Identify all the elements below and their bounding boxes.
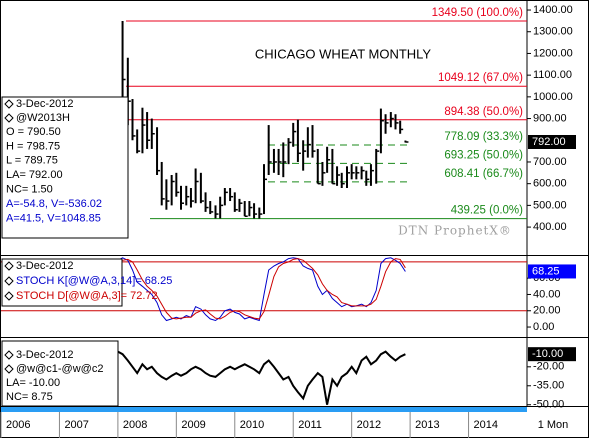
last-value-label: 68.25 — [532, 265, 560, 277]
level-label: 439.25 (0.0%) — [451, 205, 523, 217]
level-label: 693.25 (50.0%) — [444, 149, 523, 161]
legend-icon — [4, 291, 14, 301]
last-value-box — [528, 264, 576, 279]
legend-series: STOCH K[@W@A,3,14]= 68.25 — [16, 275, 172, 287]
y-tick-label: -35.00 — [533, 380, 564, 392]
level-label: 608.41 (66.7%) — [444, 168, 523, 180]
plot — [98, 350, 406, 405]
legend-note: H = 798.75 — [6, 140, 60, 152]
x-tick-label: 2013 — [415, 419, 439, 431]
time-strip — [1, 407, 527, 412]
level-label: 1349.50 (100.0%) — [432, 7, 524, 19]
x-tick-label: 2009 — [181, 419, 205, 431]
legend-note: A=-54.8, V=-536.02 — [6, 198, 102, 210]
y-tick-label: 1300.00 — [533, 26, 573, 38]
legend-note: LA= 792.00 — [6, 169, 63, 181]
legend-note: NC= 8.75 — [6, 391, 53, 403]
legend-date: 3-Dec-2012 — [16, 260, 73, 272]
legend-icon — [4, 276, 14, 286]
y-tick-label: 600.00 — [533, 178, 567, 190]
y-tick-label: 900.00 — [533, 112, 567, 124]
level-label: 778.09 (33.3%) — [444, 131, 523, 143]
legend-icon — [4, 364, 14, 374]
y-tick-label: -20.00 — [533, 361, 564, 373]
legend-icon — [4, 99, 14, 109]
level-label: 894.38 (50.0%) — [444, 106, 523, 118]
legend-symbol: @W2013H — [16, 112, 70, 124]
chart-title: CHICAGO WHEAT MONTHLY — [255, 46, 432, 61]
y-tick-label: 40.00 — [533, 288, 561, 300]
x-tick-label: 2008 — [123, 419, 147, 431]
plot — [97, 20, 409, 219]
series-line — [98, 350, 406, 405]
y-tick-label: -50.00 — [533, 399, 564, 411]
y-tick-label: 1100.00 — [533, 69, 572, 81]
last-value-box — [528, 347, 576, 362]
x-tick-label: 2011 — [298, 419, 322, 431]
legend-note: O = 790.50 — [6, 126, 61, 138]
y-tick-label: 700.00 — [533, 156, 567, 168]
legend-icon — [4, 350, 14, 360]
interval-label: 1 Mon — [538, 419, 569, 431]
last-value-box — [528, 135, 576, 149]
last-value-label: -10.00 — [532, 348, 563, 360]
legend-series: @w@c1-@w@c2 — [16, 363, 103, 375]
legend-icon — [4, 261, 14, 271]
legend-note: LA= -10.00 — [6, 377, 60, 389]
y-tick-label: 1200.00 — [533, 47, 573, 59]
series-line — [98, 258, 406, 320]
legend-icon — [4, 113, 14, 123]
legend-series: STOCH D[@W@A,3]= 72.72 — [16, 290, 158, 302]
level-label: 1049.12 (67.0%) — [438, 72, 523, 84]
watermark: DTN ProphetX® — [398, 224, 512, 238]
y-tick-label: 0.00 — [533, 321, 554, 333]
legend-note: A=41.5, V=1048.85 — [6, 212, 101, 224]
y-tick-label: 1400.00 — [533, 4, 573, 16]
legend-box — [1, 258, 123, 307]
y-tick-label: 400.00 — [533, 221, 567, 233]
last-value-label: 792.00 — [532, 136, 566, 148]
legend-date: 3-Dec-2012 — [16, 349, 73, 361]
y-tick-label: 20.00 — [533, 305, 561, 317]
legend-note: NC= 1.50 — [6, 184, 53, 196]
x-tick-label: 2010 — [240, 419, 264, 431]
x-tick-label: 2012 — [357, 419, 381, 431]
plot — [98, 257, 406, 322]
legend-date: 3-Dec-2012 — [16, 98, 73, 110]
x-tick-label: 2014 — [474, 419, 498, 431]
x-tick-label: 2007 — [64, 419, 88, 431]
legend-box — [1, 340, 119, 407]
legend-box — [1, 96, 129, 239]
y-tick-label: 500.00 — [533, 199, 567, 211]
y-tick-label: 1000.00 — [533, 91, 573, 103]
x-tick-label: 2006 — [6, 419, 30, 431]
legend-note: L = 789.75 — [6, 155, 58, 167]
